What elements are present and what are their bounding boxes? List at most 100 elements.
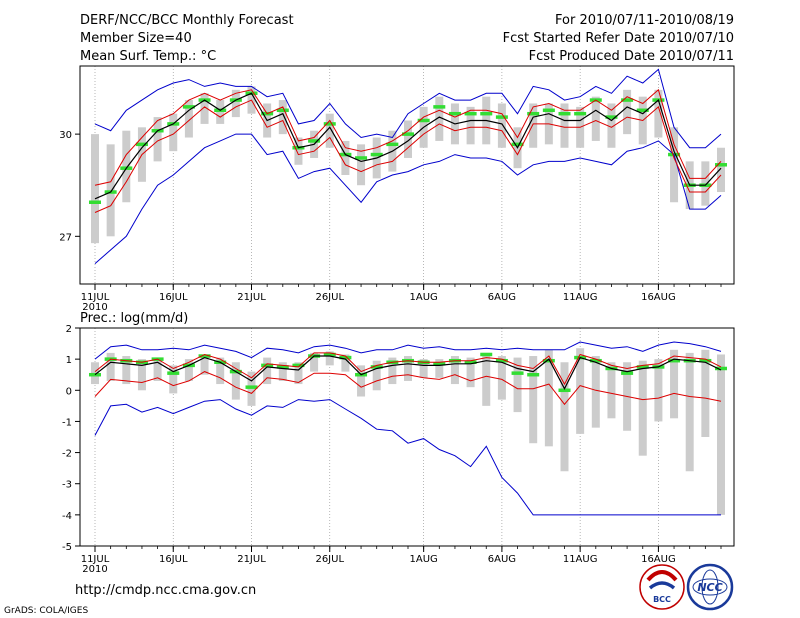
spread-lower-line (94, 371, 722, 406)
variable-label: Mean Surf. Temp.: °C (80, 49, 216, 64)
x-year-label: 2010 (82, 564, 107, 575)
ncc-logo: NCC (686, 563, 734, 611)
x-tick-label: 11AUG (563, 554, 598, 565)
ensemble-box (122, 356, 131, 385)
x-tick-label: 21JUL (237, 292, 266, 303)
x-tick-label: 21JUL (237, 554, 266, 565)
ensemble-box (310, 352, 319, 372)
temperature-panel: 27 30 11JUL 16JUL 21JUL 26JUL 1AUG 6AUG 11AUG 16A… (59, 65, 735, 313)
ensemble-box (184, 100, 193, 138)
ensemble-box (91, 134, 99, 244)
ensemble-box (654, 89, 663, 138)
ensemble-box (466, 106, 475, 145)
ensemble-mean-line (94, 92, 722, 200)
x-tick-label: 11JUL (81, 292, 110, 303)
y-tick-label: 2 (66, 324, 72, 335)
ensemble-box (404, 356, 412, 381)
refer-date: Fcst Started Refer Date 2010/07/10 (503, 31, 734, 46)
x-tick-label: 11AUG (563, 292, 598, 303)
ensemble-box (294, 137, 303, 165)
ensemble-box (137, 359, 146, 391)
produced-date: Fcst Produced Date 2010/07/11 (529, 49, 734, 64)
x-tick-label: 6AUG (488, 292, 516, 303)
spread-upper-line (94, 352, 722, 386)
ensemble-box (544, 349, 553, 447)
ensemble-box (670, 349, 679, 419)
ensemble-min-line (94, 133, 722, 264)
ensemble-box (638, 360, 647, 456)
bcc-logo: BCC (639, 564, 685, 610)
ensemble-box (106, 352, 115, 381)
ensemble-box (591, 356, 600, 428)
ensemble-box (169, 365, 178, 394)
x-tick-label: 11JUL (81, 554, 110, 565)
ensemble-box (466, 357, 475, 388)
x-tick-label: 16JUL (159, 292, 188, 303)
ensemble-box (701, 349, 710, 437)
ensemble-box (591, 96, 600, 141)
member-size-label: Member Size=40 (80, 31, 192, 46)
ensemble-box (341, 140, 350, 175)
ensemble-box (670, 127, 679, 203)
spread-lower-line (94, 99, 722, 213)
x-year-label: 2010 (82, 302, 107, 313)
precip-panel-title: Prec.: log(mm/d) (80, 311, 188, 326)
panel-frame (79, 327, 735, 547)
ensemble-box (497, 356, 506, 400)
ensemble-box (200, 93, 209, 124)
ensemble-box (560, 362, 569, 472)
ensemble-box (623, 89, 632, 135)
ensemble-box (529, 103, 538, 148)
ensemble-box (372, 360, 381, 391)
ensemble-box (607, 103, 616, 148)
ensemble-min-line (94, 399, 721, 516)
ensemble-box (184, 359, 193, 381)
ensemble-box (325, 351, 334, 366)
x-tick-label: 16AUG (641, 292, 676, 303)
y-tick-label: -3 (62, 480, 72, 491)
ensemble-box (654, 359, 663, 422)
ensemble-box (278, 100, 287, 135)
precipitation-panel: -5 -4 -3 -2 -1 0 1 2 11JUL 16JUL 21JUL 26JUL 1AUG 6AU… (62, 324, 735, 575)
x-tick-label: 1AUG (410, 554, 438, 565)
y-tick-label: -5 (62, 542, 72, 553)
grads-credit: GrADS: COLA/IGES (4, 606, 88, 616)
ensemble-box (153, 359, 162, 381)
ncc-logo-text: NCC (697, 581, 722, 594)
y-tick-label: 27 (59, 232, 72, 243)
ensemble-box (435, 359, 444, 378)
spread-upper-line (94, 88, 722, 186)
y-tick-label: -4 (62, 511, 72, 522)
ensemble-box (482, 352, 491, 406)
source-url[interactable]: http://cmdp.ncc.cma.gov.cn (75, 583, 256, 598)
ensemble-box (341, 354, 350, 372)
ensemble-box (435, 96, 444, 141)
ensemble-box (576, 348, 585, 434)
y-tick-label: 30 (59, 130, 72, 141)
x-tick-label: 26JUL (315, 292, 344, 303)
panel-frame (79, 65, 735, 285)
x-tick-label: 6AUG (488, 554, 516, 565)
y-tick-label: 0 (66, 386, 72, 397)
ensemble-box (450, 356, 459, 385)
ensemble-box (717, 147, 725, 193)
ensemble-box (497, 103, 506, 148)
ensemble-mean-line (94, 355, 722, 391)
bcc-logo-text: BCC (653, 595, 671, 604)
y-tick-label: 1 (66, 355, 72, 366)
ensemble-box (169, 113, 178, 152)
ensemble-box (357, 144, 366, 186)
ensemble-box (388, 357, 397, 385)
ensemble-box (294, 362, 303, 385)
ensemble-box (419, 359, 428, 378)
y-tick-label: -1 (62, 417, 72, 428)
ensemble-box (513, 357, 522, 413)
figure-title: DERF/NCC/BCC Monthly Forecast (80, 13, 294, 28)
ensemble-box (263, 357, 272, 385)
ensemble-box (153, 117, 162, 162)
ensemble-box (216, 357, 225, 385)
ensemble-box (404, 120, 412, 158)
forecast-period: For 2010/07/11-2010/08/19 (555, 13, 734, 28)
ensemble-box (560, 103, 569, 148)
